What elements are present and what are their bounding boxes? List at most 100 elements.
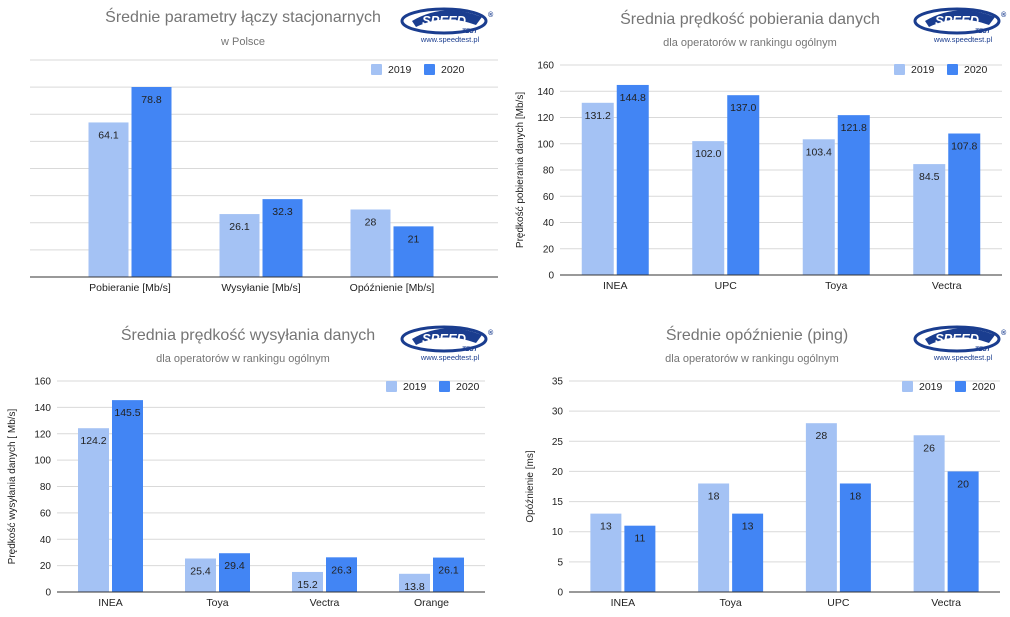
bar-value-label: 137.0: [730, 102, 756, 114]
y-tick-label: 80: [40, 482, 52, 493]
y-tick-label: 20: [543, 244, 555, 255]
chart-ping-latency: Średnie opóźnienie (ping) dla operatorów …: [525, 325, 1007, 609]
y-tick-label: 0: [557, 588, 563, 599]
x-category-label: UPC: [715, 280, 738, 292]
chart-panel-2: Średnia prędkość pobierania danych dla op…: [505, 0, 1010, 308]
chart-subtitle: dla operatorów w rankingu ogólnym: [156, 353, 330, 365]
legend-swatch: [424, 64, 435, 75]
bar-value-label: 32.3: [272, 206, 293, 218]
logo-reg-mark: ®: [1001, 329, 1007, 337]
x-category-label: Wysyłanie [Mb/s]: [221, 282, 300, 294]
bar-value-label: 131.2: [585, 110, 611, 122]
y-tick-label: 100: [34, 456, 51, 467]
bar-2020: [326, 557, 357, 592]
y-tick-label: 20: [552, 467, 564, 478]
x-category-label: INEA: [98, 597, 123, 609]
bar-value-label: 26.1: [438, 565, 459, 577]
bar-value-label: 20: [957, 478, 969, 490]
bar-2019: [698, 483, 730, 592]
x-category-label: Vectra: [310, 597, 340, 609]
bar-value-label: 102.0: [695, 148, 721, 160]
y-tick-label: 30: [552, 407, 564, 418]
y-tick-label: 120: [34, 429, 51, 440]
x-category-label: UPC: [827, 597, 850, 609]
logo-sub: TEST: [975, 29, 992, 35]
logo-word: SPEED: [422, 331, 467, 346]
bar-value-label: 11: [634, 533, 645, 545]
legend-label: 2020: [441, 64, 465, 76]
bar-2020: [839, 483, 871, 592]
bar-value-label: 107.8: [951, 141, 977, 153]
bar-2019: [219, 214, 260, 277]
logo-reg-mark: ®: [488, 11, 494, 19]
bar-2019: [590, 513, 622, 592]
bar-2020: [616, 84, 649, 275]
legend-label: 2019: [388, 64, 412, 76]
x-category-label: Toya: [825, 280, 847, 292]
bar-value-label: 18: [708, 490, 720, 502]
bar-value-label: 13: [600, 521, 612, 533]
x-category-label: Pobieranie [Mb/s]: [89, 282, 171, 294]
bar-2019: [292, 571, 323, 592]
legend-swatch: [386, 381, 397, 392]
logo-swoosh-icon: [400, 325, 488, 353]
bar-2019: [185, 558, 216, 592]
y-tick-label: 160: [537, 61, 554, 72]
bar-2019: [581, 102, 614, 275]
bar-value-label: 124.2: [80, 435, 106, 447]
legend-swatch: [947, 64, 958, 75]
bar-value-label: 145.5: [114, 407, 140, 419]
x-category-label: Toya: [206, 597, 228, 609]
bar-2020: [131, 87, 172, 277]
bar-2020: [393, 226, 434, 277]
chart-upload-speed: Średnia prędkość wysyłania danych dla ope…: [7, 325, 494, 609]
bar-2019: [88, 122, 129, 277]
logo-swoosh-icon: [913, 325, 1001, 353]
logo-swoosh-fill-icon: [925, 10, 995, 27]
logo-url-text: www.speedtest.pl: [420, 353, 480, 362]
bar-value-label: 26.3: [331, 564, 352, 576]
bar-2020: [948, 133, 981, 275]
bar-value-label: 26: [923, 442, 935, 454]
y-tick-label: 60: [40, 508, 52, 519]
logo-swoosh-icon: [400, 7, 488, 35]
y-tick-label: 0: [548, 271, 554, 282]
legend-swatch: [955, 381, 966, 392]
x-category-label: INEA: [603, 280, 628, 292]
chart-download-speed: Średnia prędkość pobierania danych dla op…: [515, 7, 1007, 292]
x-category-label: Vectra: [931, 597, 961, 609]
chart-subtitle: dla operatorów w rankingu ogólnym: [665, 353, 839, 365]
bar-value-label: 15.2: [297, 579, 318, 591]
bar-value-label: 21: [408, 233, 420, 245]
logo-url-text: www.speedtest.pl: [933, 353, 993, 362]
bar-2019: [805, 423, 837, 592]
bar-value-label: 103.4: [806, 146, 832, 158]
chart-panel-4: Średnie opóźnienie (ping) dla operatorów …: [505, 309, 1010, 617]
bar-value-label: 78.8: [141, 94, 162, 106]
y-tick-label: 15: [552, 497, 564, 508]
bar-value-label: 84.5: [919, 171, 940, 183]
bar-value-label: 28: [816, 430, 828, 442]
x-category-label: Toya: [720, 597, 742, 609]
y-tick-label: 80: [543, 166, 555, 177]
bar-value-label: 25.4: [190, 566, 211, 578]
bar-2019: [913, 164, 946, 275]
y-axis-label: Prędkość wysyłania danych [ Mb/s]: [7, 408, 18, 564]
bar-2020: [112, 400, 143, 592]
bar-value-label: 28: [365, 216, 377, 228]
y-tick-label: 120: [537, 113, 554, 124]
bar-value-label: 144.8: [620, 92, 646, 104]
legend-swatch: [894, 64, 905, 75]
y-tick-label: 40: [543, 218, 555, 229]
y-tick-label: 20: [40, 561, 52, 572]
bar-2020: [727, 95, 760, 275]
logo-word: SPEED: [935, 331, 980, 346]
y-axis-label: Prędkość pobierania danych [Mb/s]: [515, 92, 526, 248]
y-tick-label: 25: [552, 437, 564, 448]
y-tick-label: 40: [40, 535, 52, 546]
legend-swatch: [371, 64, 382, 75]
logo-url-text: www.speedtest.pl: [420, 35, 480, 44]
